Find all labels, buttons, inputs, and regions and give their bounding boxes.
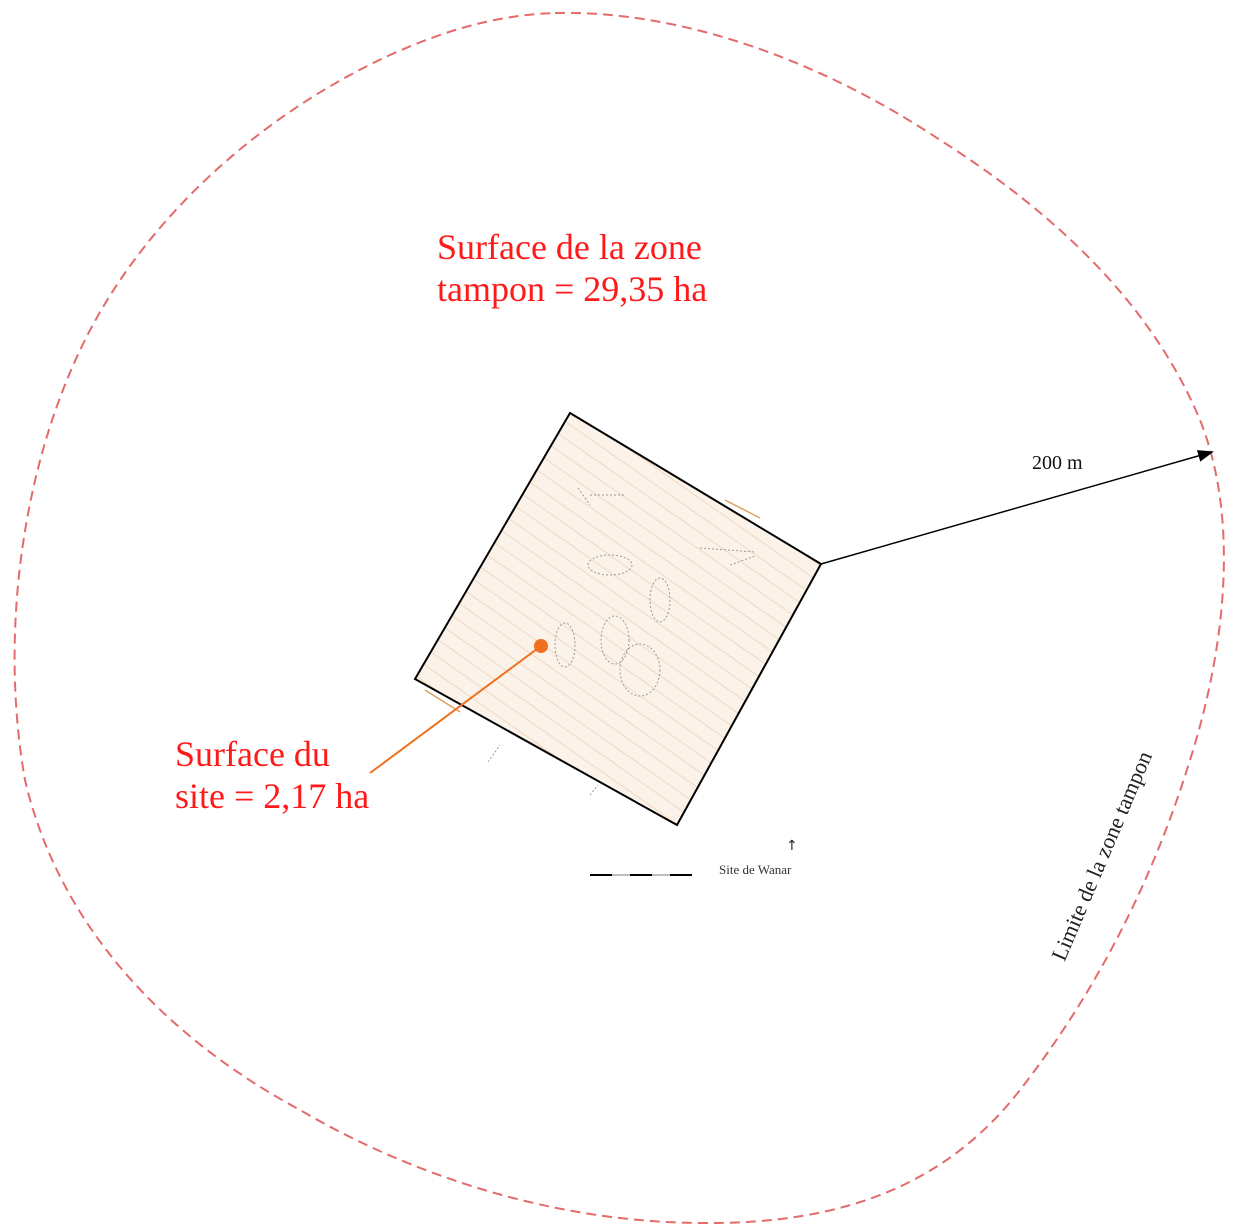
buffer-area-label: Surface de la zone tampon = 29,35 ha	[437, 227, 708, 309]
distance-label: 200 m	[1032, 452, 1083, 474]
site-edge-notes	[424, 499, 761, 713]
buffer-zone-boundary	[13, 11, 1225, 1225]
north-arrow-icon: ↑	[786, 838, 798, 854]
site-leader-line	[369, 645, 542, 774]
site-details	[487, 487, 756, 796]
site-name-label: Site de Wanar	[719, 862, 792, 877]
site-boundary	[413, 411, 823, 827]
site-marker-icon	[534, 639, 548, 653]
distance-arrow	[820, 450, 1214, 565]
site-area-label: Surface du site = 2,17 ha	[175, 734, 370, 816]
